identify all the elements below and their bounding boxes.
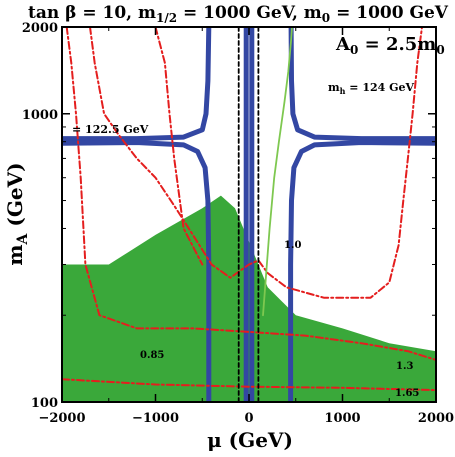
x-tick-label: 2000: [418, 411, 454, 426]
green-filled-region: [62, 195, 436, 402]
y-tick-label: 100: [31, 396, 58, 411]
red-contour-label-1-3: 1.3: [396, 361, 413, 372]
x-tick-label: −2000: [38, 411, 85, 426]
blue-contour-line-0: [62, 27, 212, 142]
green-contour-label-1-0: 1.0: [284, 240, 301, 251]
x-tick-label: 0: [244, 411, 253, 426]
y-axis-label: mA (GeV): [3, 162, 31, 265]
x-tick-label: −1000: [132, 411, 179, 426]
mh-left-label: = 122.5 GeV: [72, 123, 149, 136]
green-contour-label-0-85: 0.85: [140, 350, 164, 361]
blue-contour-line-1: [62, 140, 212, 402]
y-tick-label: 1000: [22, 108, 58, 123]
blue-contour-line-2: [288, 27, 436, 142]
green-contour-line-10: [262, 27, 293, 317]
y-tick-label: 2000: [22, 21, 58, 36]
blue-contour-line-3: [288, 140, 436, 402]
red-contour-line-8: [154, 27, 204, 266]
red-contour-line-9: [62, 378, 436, 392]
plot-area: [62, 27, 436, 402]
red-contour-label-1-65: 1.65: [395, 388, 419, 399]
x-axis-label: μ (GeV): [207, 428, 293, 452]
axis-ticks: −2000 −1000 0 1000 2000 100 1000 2000: [22, 21, 454, 426]
red-contour-line-7: [65, 27, 436, 361]
x-tick-label: 1000: [324, 411, 360, 426]
a0-label: A0 = 2.5m0: [335, 34, 445, 57]
mh-right-label: mh = 124 GeV: [328, 81, 415, 96]
chart-title: tan β = 10, m1/2 = 1000 GeV, m0 = 1000 G…: [28, 3, 449, 25]
